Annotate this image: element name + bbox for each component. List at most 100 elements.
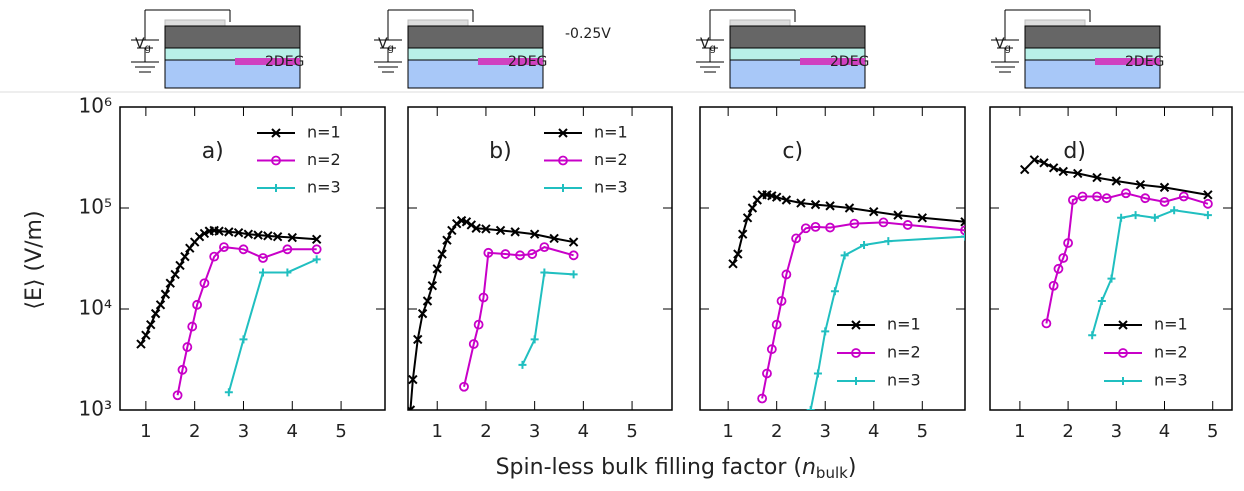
- marker: [500, 249, 511, 259]
- marker-shape: [461, 217, 472, 227]
- marker: [742, 213, 753, 223]
- marker: [452, 218, 462, 229]
- gate-label: Vg: [995, 36, 1011, 54]
- x-tick-label: 4: [868, 421, 879, 442]
- plot-frame: [989, 106, 1233, 411]
- marker-shape: [1077, 191, 1088, 202]
- legend-label: n=3: [307, 178, 341, 197]
- gate-letter: V: [995, 36, 1005, 52]
- marker-shape: [483, 247, 494, 258]
- marker-shape: [283, 268, 292, 277]
- marker: [1088, 331, 1097, 340]
- marker-shape: [869, 206, 879, 217]
- marker: [1117, 213, 1126, 222]
- marker-shape: [192, 299, 203, 310]
- marker: [569, 270, 578, 279]
- marker: [136, 339, 146, 349]
- marker-shape: [452, 218, 462, 229]
- marker: [869, 206, 879, 217]
- marker-shape: [1178, 191, 1189, 202]
- marker-shape: [180, 251, 190, 262]
- marker: [1039, 158, 1049, 168]
- marker-shape: [1111, 176, 1122, 186]
- marker: [762, 368, 772, 379]
- marker-shape: [884, 237, 893, 246]
- marker: [170, 269, 180, 280]
- marker: [311, 234, 322, 244]
- marker: [471, 223, 481, 233]
- marker: [199, 278, 210, 289]
- marker: [806, 406, 815, 410]
- schematic: Vg 2DEG: [991, 9, 1164, 89]
- marker: [771, 319, 782, 330]
- marker-shape: [224, 388, 233, 397]
- marker: [810, 199, 821, 210]
- marker-shape: [194, 231, 205, 242]
- marker: [860, 241, 869, 250]
- marker-shape: [282, 244, 293, 255]
- marker-shape: [844, 203, 855, 213]
- marker: [283, 268, 292, 277]
- x-label-sub: bulk: [816, 464, 848, 482]
- marker: [224, 227, 234, 237]
- marker: [1170, 206, 1179, 215]
- marker: [437, 249, 447, 259]
- marker: [893, 210, 903, 220]
- marker-shape: [437, 249, 447, 259]
- marker: [1092, 191, 1102, 202]
- marker: [1121, 188, 1131, 199]
- marker-shape: [239, 335, 248, 344]
- marker-shape: [413, 334, 423, 345]
- marker: [766, 344, 777, 355]
- legend-label: n=3: [594, 178, 628, 197]
- marker: [239, 335, 248, 344]
- marker-shape: [258, 253, 268, 263]
- x-tick-label: 3: [819, 421, 830, 442]
- marker-shape: [518, 360, 527, 369]
- legend-label: n=1: [1154, 315, 1188, 334]
- x-tick-label: 5: [335, 421, 346, 442]
- marker-shape: [568, 237, 579, 247]
- marker-shape: [1150, 213, 1159, 222]
- marker: [413, 334, 423, 345]
- schematic: Vg 2DEG: [131, 9, 304, 89]
- marker: [1159, 196, 1170, 207]
- marker: [830, 287, 839, 296]
- marker: [146, 319, 156, 330]
- marker-shape: [182, 342, 193, 352]
- marker-shape: [791, 233, 801, 244]
- gate-metal: [1024, 19, 1086, 27]
- marker-shape: [771, 319, 782, 330]
- marker: [432, 264, 442, 274]
- marker-shape: [447, 225, 457, 236]
- plot-area: [1020, 155, 1213, 385]
- schematic: Vg 2DEG: [696, 9, 869, 89]
- marker-shape: [1097, 297, 1106, 306]
- marker-shape: [1135, 180, 1146, 190]
- marker-shape: [821, 327, 830, 336]
- marker-shape: [825, 201, 835, 211]
- marker: [1048, 280, 1059, 291]
- marker: [568, 250, 579, 261]
- marker-shape: [776, 296, 787, 306]
- marker-shape: [209, 251, 220, 262]
- marker-shape: [473, 319, 484, 330]
- marker-shape: [849, 218, 860, 229]
- y-tick-label: 10⁵: [79, 195, 112, 219]
- marker-shape: [960, 225, 965, 236]
- marker-shape: [917, 213, 927, 223]
- marker-shape: [747, 203, 758, 213]
- marker: [155, 300, 166, 310]
- marker: [821, 327, 830, 336]
- marker: [224, 388, 233, 397]
- marker-shape: [258, 268, 267, 277]
- marker: [209, 251, 220, 262]
- series-line: [809, 235, 965, 410]
- x-tick-label: 5: [626, 421, 637, 442]
- marker: [825, 222, 835, 233]
- bias-label: -0.25V: [565, 26, 611, 42]
- marker: [1041, 318, 1052, 329]
- marker-shape: [170, 269, 180, 280]
- marker: [771, 192, 782, 202]
- marker-shape: [1117, 213, 1126, 222]
